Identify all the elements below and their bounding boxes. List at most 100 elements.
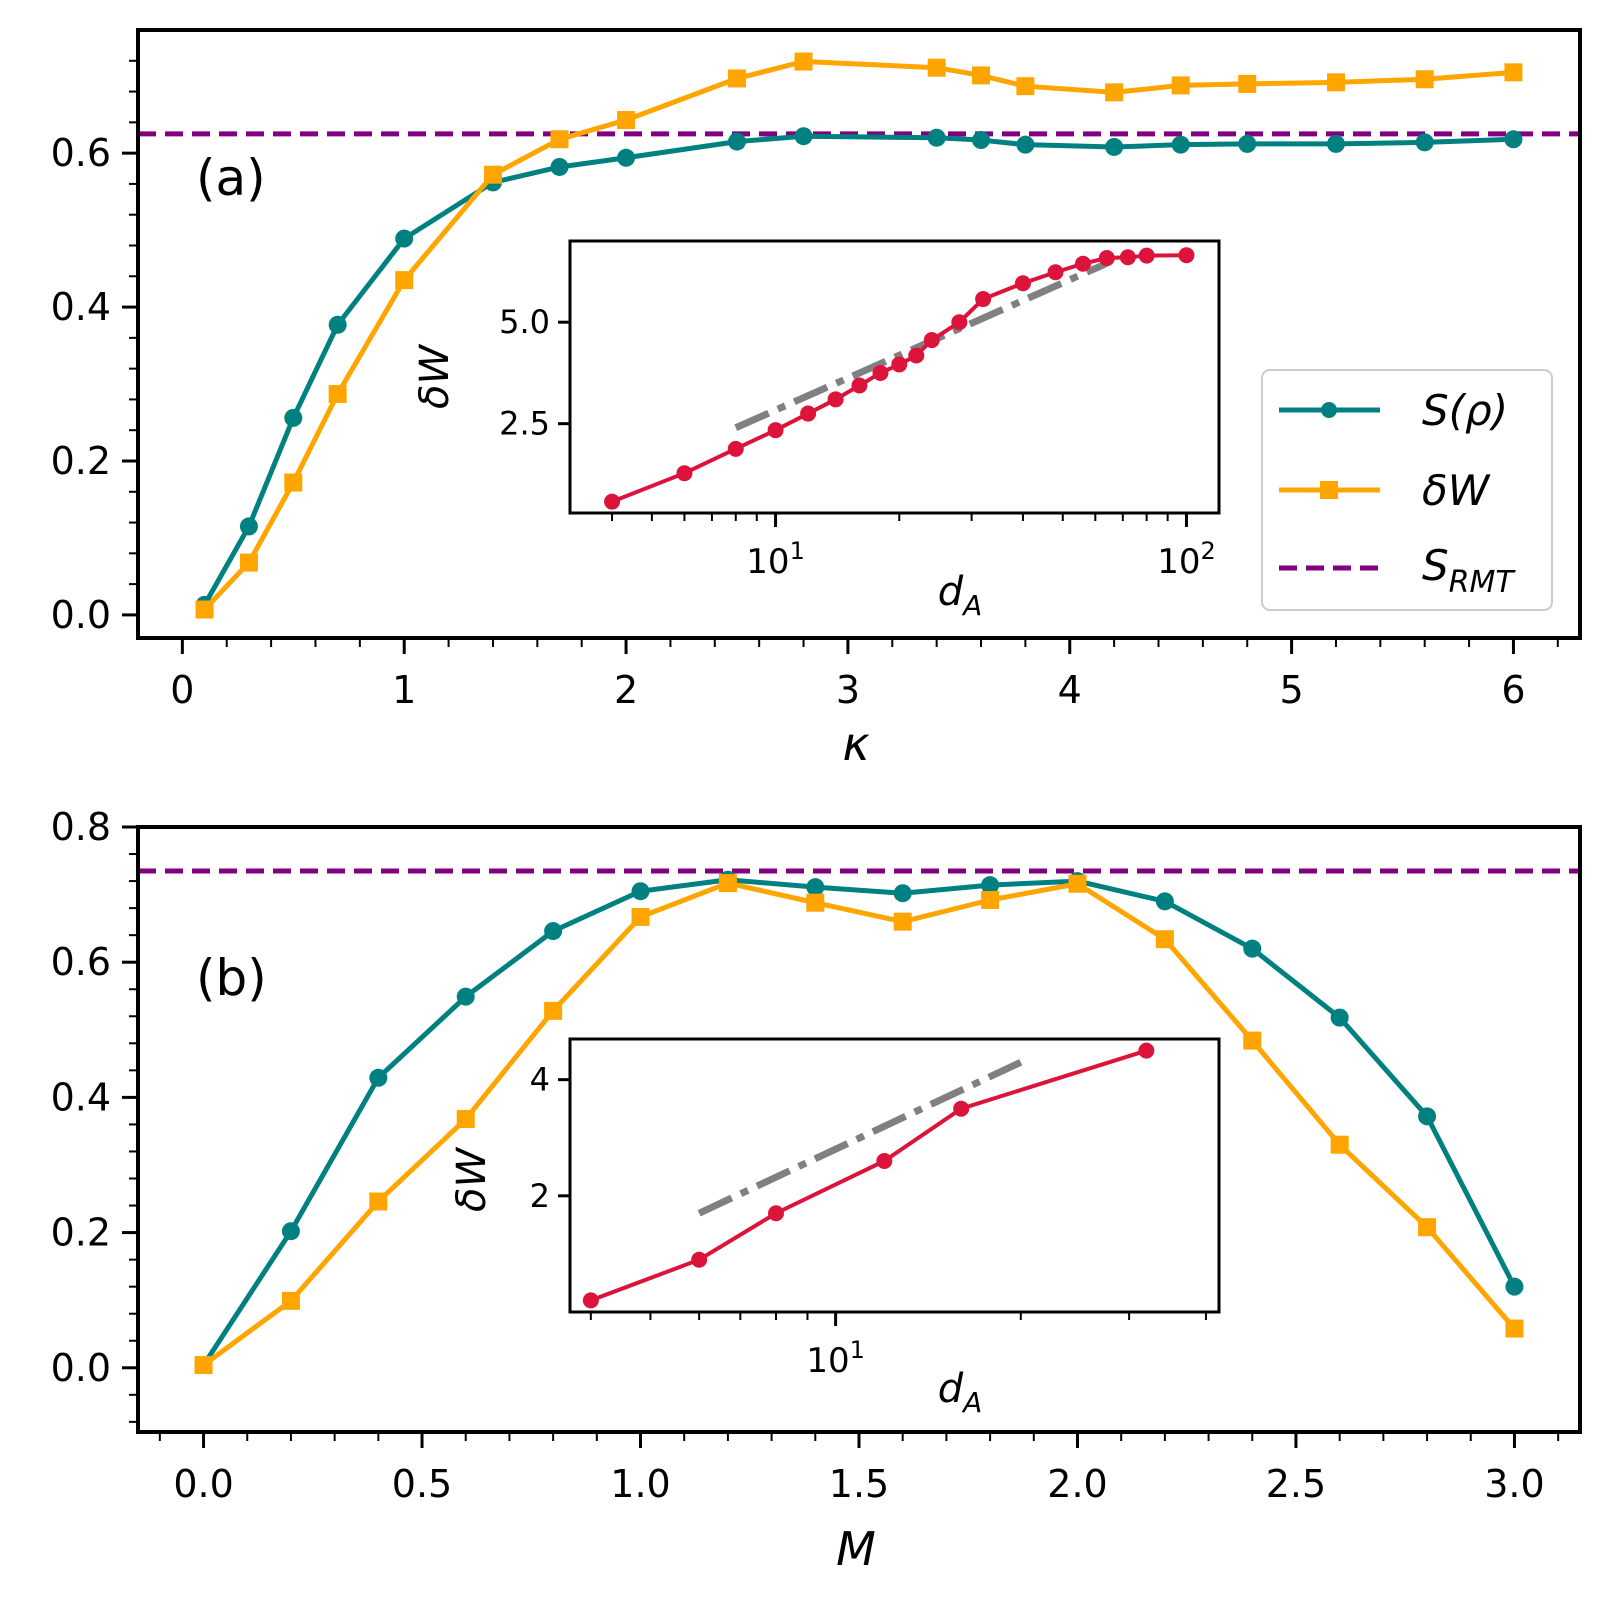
- panel-b-dw-point: [1155, 930, 1174, 949]
- panel-a-s-point: [1326, 134, 1345, 153]
- panel-a-dw-point: [239, 553, 258, 572]
- panel-a-s-point: [239, 517, 258, 536]
- panel-a-series-layer: [138, 52, 1580, 619]
- legend-entry-dw: δW: [1279, 466, 1491, 515]
- panel-b-inset-point: [582, 1292, 599, 1309]
- panel-b-s-point: [893, 884, 912, 903]
- panel-b-inset-point: [876, 1152, 893, 1169]
- panel-a-label: (a): [196, 149, 266, 207]
- panel-a-xtick-label: 3: [836, 668, 860, 712]
- panel-b-dw-point: [806, 893, 825, 912]
- legend-dw-label: δW: [1422, 466, 1491, 515]
- panel-b-inset-frame: [568, 1037, 1221, 1314]
- panel-b-label: (b): [196, 949, 267, 1007]
- panel-b-inset-line: [590, 1048, 1147, 1303]
- panel-a-dw-point: [483, 165, 502, 184]
- panel-b-xtick-label: 0.5: [392, 1462, 452, 1506]
- panel-a-dw-point: [284, 473, 303, 492]
- panel-b-s-point: [544, 922, 563, 941]
- panel-a-inset-point: [827, 391, 844, 408]
- panel-b-inset-ytick-label: 4: [530, 1061, 550, 1099]
- legend-s-label: S(ρ): [1422, 386, 1508, 435]
- panel-a-inset-xlabel: dA: [938, 569, 983, 622]
- legend-box: [1261, 369, 1553, 611]
- panel-a-inset-ytick-label: 5.0: [499, 303, 550, 341]
- panel-a-xtick-label: 6: [1501, 668, 1525, 712]
- panel-a-dw-point: [550, 130, 569, 149]
- panel-b-xtick-label: 1.0: [610, 1462, 670, 1506]
- panel-b-ytick-label: 0.6: [51, 940, 111, 984]
- panel-a-xtick-label: 4: [1058, 668, 1082, 712]
- panel-a-inset-point: [1119, 249, 1136, 266]
- panel-a: 0 1 2 3 4 5 6 0.0 0.2 0.4 0.6 (a) κ 101 102 2.5 5.0 δ…: [51, 28, 1582, 771]
- panel-a-dw-point: [1171, 76, 1190, 95]
- panel-a-s-point: [972, 131, 991, 150]
- panel-b-s-point: [1155, 892, 1174, 911]
- panel-b-s-point: [1243, 939, 1262, 958]
- panel-a-s-point: [1415, 133, 1434, 152]
- panel-b-inset-axes: 101 2 4: [530, 1061, 1207, 1381]
- panel-b: 0.0 0.5 1.0 1.5 2.0 2.5 3.0 0.0 0.2 0.4 0.6 0.8 (b)…: [51, 805, 1582, 1576]
- panel-a-ytick-label: 0.6: [51, 131, 111, 175]
- panel-b-s-point: [631, 882, 650, 901]
- panel-a-s-point: [1171, 135, 1190, 154]
- panel-b-s-point: [281, 1222, 300, 1241]
- panel-a-inset-point: [727, 440, 744, 457]
- panel-b-dw-point: [544, 1001, 563, 1020]
- panel-b-ytick-label: 0.2: [51, 1211, 111, 1255]
- panel-b-inset-guide: [697, 1059, 1023, 1217]
- panel-b-dw-point: [718, 874, 737, 893]
- panel-a-xtick-label: 0: [170, 668, 194, 712]
- legend-s-marker: [1321, 402, 1337, 418]
- panel-a-inset-point: [1074, 255, 1091, 272]
- panel-a-s-point: [794, 127, 813, 146]
- panel-a-inset-point: [1047, 264, 1064, 281]
- panel-a-axes: 0 1 2 3 4 5 6 0.0 0.2 0.4 0.6: [51, 59, 1559, 712]
- panel-b-xlabel: M: [836, 1522, 876, 1576]
- panel-b-dw-point: [194, 1356, 213, 1375]
- panel-b-s-point: [1505, 1277, 1524, 1296]
- panel-b-dw-point: [1330, 1135, 1349, 1154]
- panel-a-dw-point: [794, 52, 813, 71]
- panel-b-s-point: [981, 876, 1000, 895]
- panel-b-dw-point: [631, 907, 650, 926]
- panel-a-inset-plot: [604, 247, 1195, 510]
- panel-a-dw-point: [395, 271, 414, 290]
- panel-a-dw-point: [617, 111, 636, 130]
- panel-a-dw-point: [927, 58, 946, 77]
- panel-b-inset-point: [768, 1205, 785, 1222]
- panel-a-inset-point: [604, 493, 621, 510]
- legend-entry-s: S(ρ): [1279, 386, 1508, 435]
- panel-a-inset-bg: [570, 241, 1219, 513]
- panel-a-inset-point: [676, 465, 693, 482]
- panel-a-inset-point: [851, 377, 868, 394]
- panel-a-dw-point: [1105, 83, 1124, 102]
- panel-a-s-point: [284, 408, 303, 427]
- panel-a-inset-point: [891, 356, 908, 373]
- panel-a-dw-point: [1326, 73, 1345, 92]
- panel-a-s-point: [328, 315, 347, 334]
- panel-b-inset-point: [691, 1251, 708, 1268]
- panel-b-dw-point: [456, 1110, 475, 1129]
- panel-b-dw-point: [281, 1291, 300, 1310]
- panel-b-s-point: [1330, 1008, 1349, 1027]
- panel-b-inset-ytick-label: 2: [530, 1177, 550, 1215]
- panel-b-inset-xtick-label: 101: [806, 1336, 865, 1381]
- panel-b-dw-point: [1068, 874, 1087, 893]
- panel-a-s-point: [1016, 135, 1035, 154]
- panel-b-xtick-label: 2.5: [1266, 1462, 1326, 1506]
- panel-b-s-point: [456, 987, 475, 1006]
- panel-a-dw-point: [1238, 74, 1257, 93]
- panel-b-dw-point: [369, 1192, 388, 1211]
- panel-a-s-point: [1504, 130, 1523, 149]
- panel-b-series-layer: [138, 868, 1580, 1375]
- panel-b-inset-point: [1138, 1042, 1155, 1059]
- panel-a-dw-point: [972, 66, 991, 85]
- panel-a-inset-point: [908, 347, 925, 364]
- panel-a-s-point: [1238, 134, 1257, 153]
- panel-a-inset-xtick-label: 101: [746, 537, 805, 582]
- panel-a-inset-xtick-label: 102: [1157, 537, 1216, 582]
- panel-b-ytick-label: 0.8: [51, 805, 111, 849]
- panel-a-dw-point: [1504, 63, 1523, 82]
